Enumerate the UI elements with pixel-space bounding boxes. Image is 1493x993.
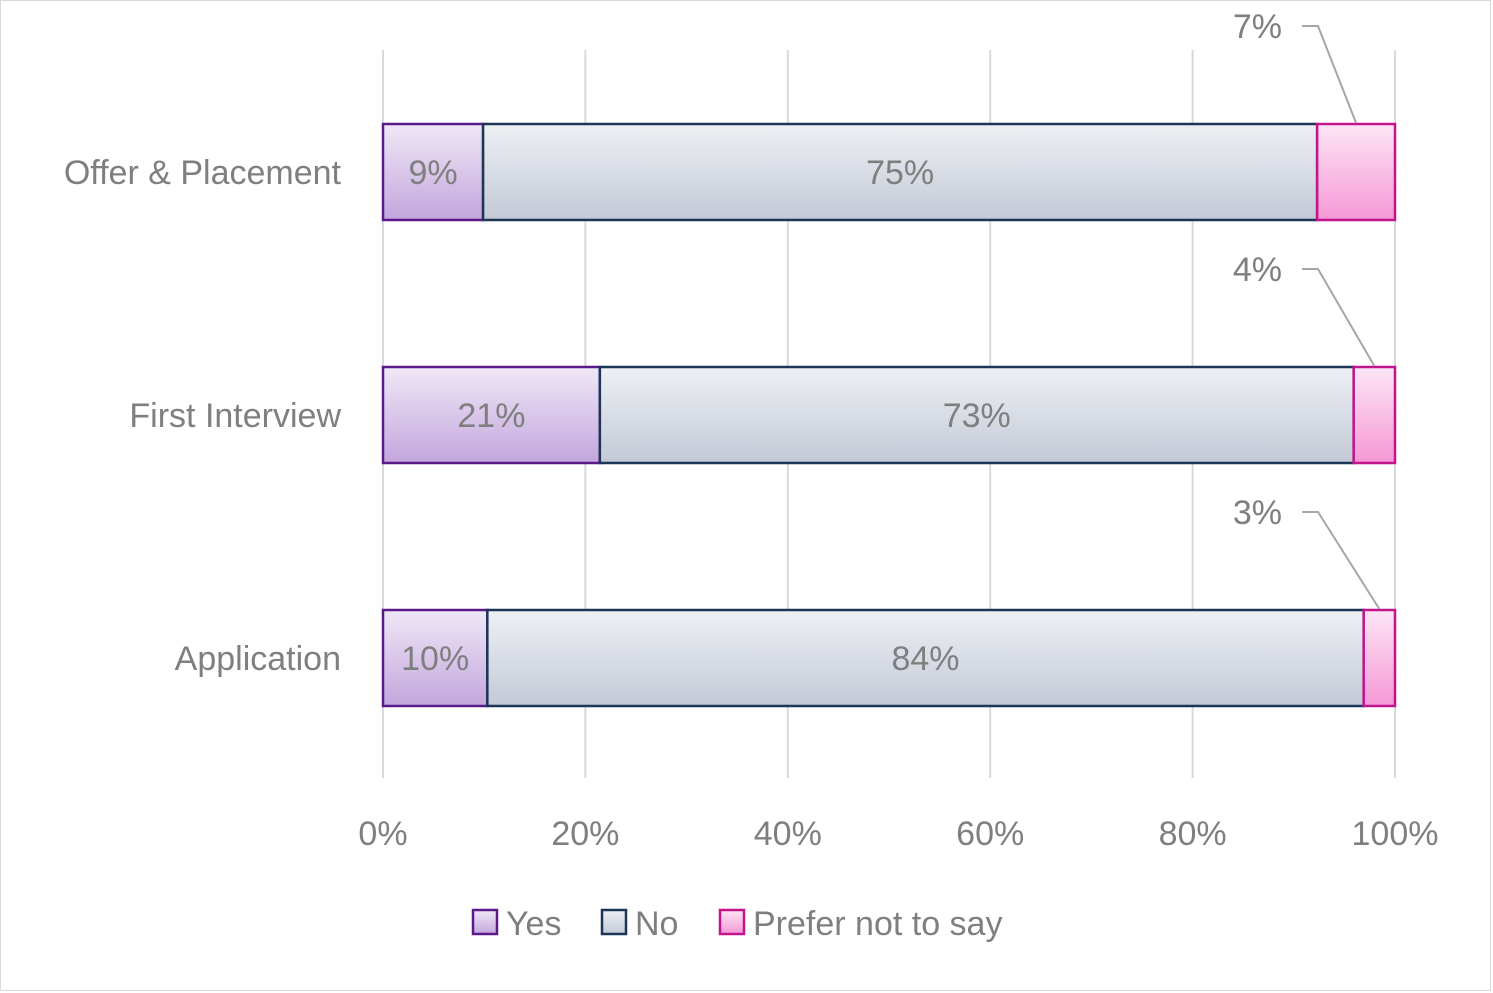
x-axis-tick-labels: 0% 20% 40% 60% 80% 100% xyxy=(358,815,1438,853)
bar-segment-yes xyxy=(381,365,602,465)
bar-segment-prefer-not-to-say xyxy=(1352,365,1397,465)
x-tick-label: 0% xyxy=(358,815,407,853)
x-tick-label: 100% xyxy=(1352,815,1439,853)
data-label: 75% xyxy=(866,154,934,192)
x-tick-label: 40% xyxy=(754,815,822,853)
leader-line xyxy=(1302,25,1358,124)
category-label: Application xyxy=(175,640,341,678)
category-labels: Offer & Placement First Interview Applicat… xyxy=(64,154,342,678)
data-label: 73% xyxy=(943,397,1011,435)
x-tick-label: 60% xyxy=(956,815,1024,853)
leader-line xyxy=(1302,268,1376,367)
data-label: 21% xyxy=(457,397,525,435)
legend-label: Prefer not to say xyxy=(753,905,1002,943)
data-label: 84% xyxy=(891,640,959,678)
bar-segment-no xyxy=(598,365,1355,465)
legend: Yes No Prefer not to say xyxy=(471,905,1002,943)
bar-segment-no xyxy=(486,608,1365,708)
bars xyxy=(381,122,1397,708)
legend-swatch-prefer-not-to-say xyxy=(718,908,746,936)
legend-swatch-yes xyxy=(471,908,499,936)
category-label: Offer & Placement xyxy=(64,154,342,192)
category-label: First Interview xyxy=(129,397,341,435)
data-label: 9% xyxy=(408,154,457,192)
bar-segment-prefer-not-to-say xyxy=(1362,608,1397,708)
data-labels: 9% 75% 7% 21% 73% 4% 10% 84% 3% xyxy=(401,8,1381,678)
data-label-callout: 7% xyxy=(1233,8,1282,46)
data-label-callout: 3% xyxy=(1233,494,1282,532)
bar-segment-yes xyxy=(381,608,489,708)
data-label-callout: 4% xyxy=(1233,251,1282,289)
legend-swatch-no xyxy=(600,908,628,936)
x-tick-label: 20% xyxy=(551,815,619,853)
x-tick-label: 80% xyxy=(1159,815,1227,853)
legend-label: No xyxy=(635,905,678,943)
bar-segment-prefer-not-to-say xyxy=(1315,122,1397,222)
legend-label: Yes xyxy=(506,905,561,943)
leader-line xyxy=(1302,511,1381,610)
data-label: 10% xyxy=(401,640,469,678)
